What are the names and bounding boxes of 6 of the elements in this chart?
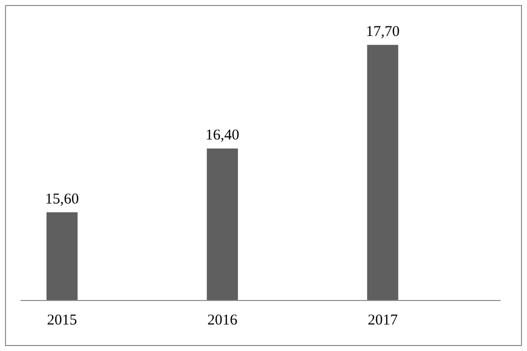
x-tick-label: 2015 bbox=[47, 312, 78, 328]
x-tick-label: 2017 bbox=[368, 312, 398, 328]
data-label: 15,60 bbox=[45, 191, 79, 208]
x-tick-label: 2016 bbox=[207, 312, 238, 328]
data-label: 16,40 bbox=[205, 128, 240, 144]
data-label: 17,70 bbox=[366, 24, 400, 40]
